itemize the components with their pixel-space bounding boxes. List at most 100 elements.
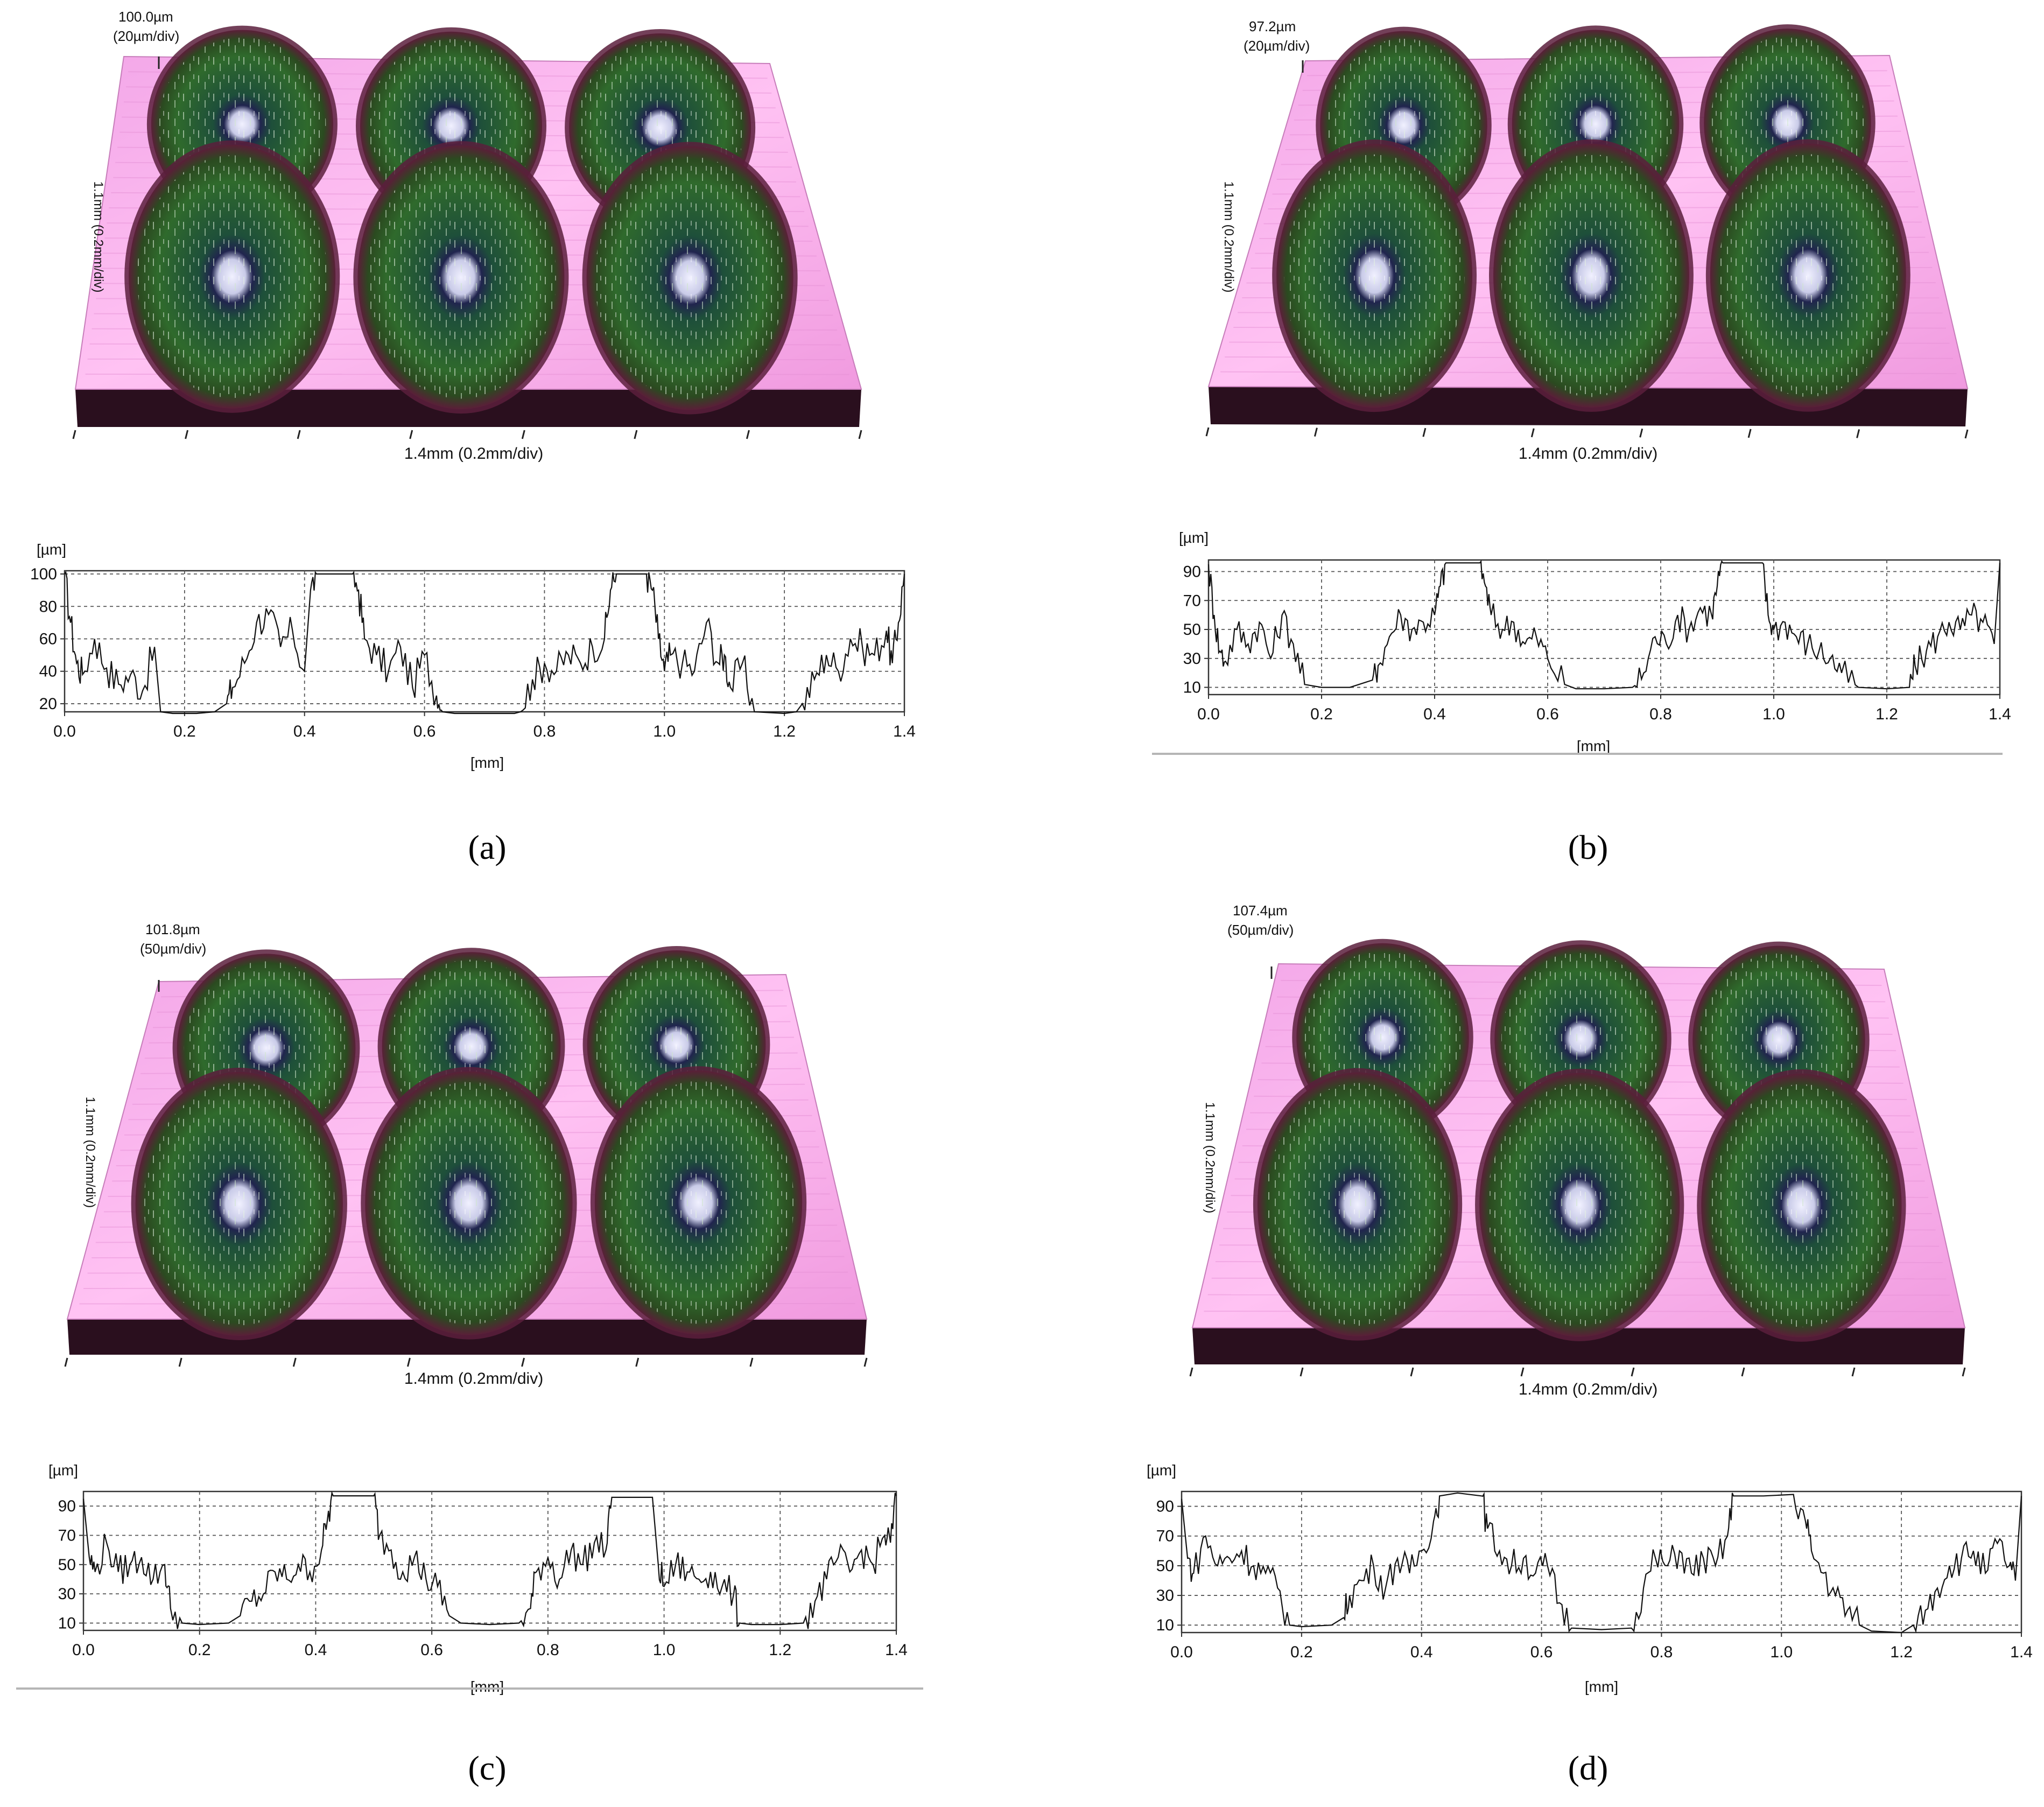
panel-caption: (b) [1568, 828, 1608, 866]
y-tick-label: 70 [58, 1526, 76, 1544]
x-tick-label: 0.2 [1310, 705, 1333, 723]
surface-axis-tick [72, 430, 76, 439]
panel-b: 97.2µm (20µm/div) 1.4mm (0.2mm/div) 1.1mm (… [1152, 18, 2011, 866]
y-tick-label: 100 [30, 565, 57, 583]
x-tick-label: 0.6 [413, 723, 436, 740]
plot-area [1207, 559, 2001, 696]
x-tick-label: 0.8 [537, 1641, 559, 1659]
plot-area [1181, 1490, 2022, 1634]
x-tick-label: 1.2 [1890, 1643, 1913, 1661]
x-tick-label: 0.0 [1197, 705, 1220, 723]
surface-axis-tick [297, 430, 301, 439]
x-tick-label: 1.4 [1989, 705, 2011, 723]
surface-axis-tick [409, 430, 413, 439]
width-scale-label: 1.4mm (0.2mm/div) [404, 1370, 543, 1388]
y-tick-label: 70 [1183, 592, 1201, 610]
crater [131, 1067, 347, 1340]
y-tick-label: 10 [58, 1614, 76, 1632]
surface-axis-tick [64, 1357, 68, 1367]
depth-scale-label: 1.1mm (0.2mm/div) [83, 1097, 97, 1208]
x-tick-label: 0.0 [1170, 1643, 1193, 1661]
y-tick-label: 80 [39, 598, 57, 615]
y-axis-label: [µm] [37, 541, 66, 558]
surface-axis-tick [521, 430, 525, 439]
surface-axis-tick [749, 1357, 754, 1367]
y-tick-label: 10 [1183, 679, 1201, 697]
crater-spikes [144, 1082, 335, 1326]
depth-scale-label: 1.1mm (0.2mm/div) [1203, 1102, 1217, 1214]
crater [1489, 139, 1694, 412]
x-axis-label: [mm] [1585, 1678, 1618, 1695]
x-tick-label: 1.2 [773, 723, 796, 740]
crater-spikes [1718, 154, 1899, 397]
surface-axis-tick [1422, 428, 1427, 437]
x-tick-label: 0.6 [1536, 705, 1559, 723]
x-tick-label: 0.4 [1410, 1643, 1433, 1661]
depth-scale-label: 1.1mm (0.2mm/div) [91, 181, 106, 293]
panel-c: 101.8µm (50µm/div) 1.4mm (0.2mm/div) 1.1mm … [16, 921, 923, 1787]
x-tick-label: 0.0 [72, 1641, 95, 1659]
profile-chart: 0.0 0.2 0.4 0.6 0.8 1.0 1.2 1.4 10 30 50 70 90 [µm] [m… [16, 1462, 923, 1695]
surface-3d-view [1189, 938, 1966, 1377]
y-axis-label: [µm] [1147, 1462, 1176, 1479]
profile-line [82, 1490, 897, 1629]
crater-spikes [1487, 1083, 1672, 1327]
y-tick-label: 30 [1183, 650, 1201, 668]
panel-a: 100.0µm (20µm/div) 1.4mm (0.2mm/div) 1.1mm … [30, 9, 916, 866]
surface-axis-tick [858, 430, 862, 439]
height-scale-label: (20µm/div) [1244, 38, 1310, 54]
surface-axis-tick [521, 1357, 525, 1367]
panel-caption: (c) [468, 1749, 506, 1787]
width-scale-label: 1.4mm (0.2mm/div) [1519, 1381, 1657, 1398]
x-tick-label: 1.2 [769, 1641, 791, 1659]
y-axis-label: [µm] [48, 1462, 78, 1479]
crater-spikes [1501, 154, 1682, 397]
surface-axis-tick [1314, 428, 1318, 437]
x-tick-label: 0.2 [173, 723, 196, 740]
x-tick-label: 0.0 [53, 723, 76, 740]
crater-spikes [1709, 1084, 1894, 1327]
x-tick-label: 1.0 [653, 723, 676, 740]
surface-axis-tick [1300, 1367, 1304, 1377]
profile-chart: 0.0 0.2 0.4 0.6 0.8 1.0 1.2 1.4 10 30 50 70 90 [µm] [m… [1147, 1462, 2033, 1695]
surface-axis-tick [863, 1357, 868, 1367]
x-tick-label: 0.8 [533, 723, 556, 740]
y-tick-label: 50 [1156, 1557, 1174, 1575]
y-tick-label: 90 [1183, 563, 1201, 581]
surface-axis-tick [292, 1357, 297, 1367]
x-tick-label: 0.8 [1649, 705, 1672, 723]
height-scale-label: (50µm/div) [140, 941, 206, 957]
surface-axis-tick [1741, 1367, 1745, 1377]
x-axis-label: [mm] [470, 1678, 504, 1695]
crater [124, 140, 340, 413]
y-tick-label: 50 [58, 1556, 76, 1574]
x-tick-label: 1.4 [2010, 1643, 2033, 1661]
surface-axis-tick [634, 430, 638, 439]
slab-front-face [1192, 1328, 1965, 1364]
x-tick-label: 0.4 [305, 1641, 327, 1659]
x-tick-label: 0.8 [1650, 1643, 1673, 1661]
x-tick-label: 0.6 [1530, 1643, 1553, 1661]
crater-spikes [594, 157, 785, 400]
surface-axis-tick [635, 1357, 640, 1367]
surface-axis-tick [1189, 1367, 1193, 1377]
profile-chart: 0.0 0.2 0.4 0.6 0.8 1.0 1.2 1.4 10 30 50 70 90 [µm] [m… [1152, 529, 2011, 755]
surface-axis-tick [1964, 429, 1969, 439]
surface-axis-tick [1410, 1367, 1414, 1377]
y-tick-label: 50 [1183, 621, 1201, 639]
surface-axis-tick [1962, 1367, 1966, 1377]
crater [361, 1067, 577, 1340]
x-axis-label: [mm] [1577, 738, 1610, 754]
crater [1697, 1069, 1906, 1342]
crater [1475, 1068, 1684, 1341]
x-tick-label: 0.4 [293, 723, 316, 740]
height-max-label: 100.0µm [118, 9, 173, 25]
height-scale-label: (20µm/div) [113, 28, 179, 44]
surface-axis-tick [406, 1357, 411, 1367]
surface-axis-tick [1205, 427, 1210, 437]
width-scale-label: 1.4mm (0.2mm/div) [1519, 445, 1657, 463]
y-tick-label: 90 [1156, 1498, 1174, 1516]
surface-axis-tick [1631, 1367, 1635, 1377]
crater [590, 1066, 807, 1339]
crater [1705, 139, 1910, 412]
